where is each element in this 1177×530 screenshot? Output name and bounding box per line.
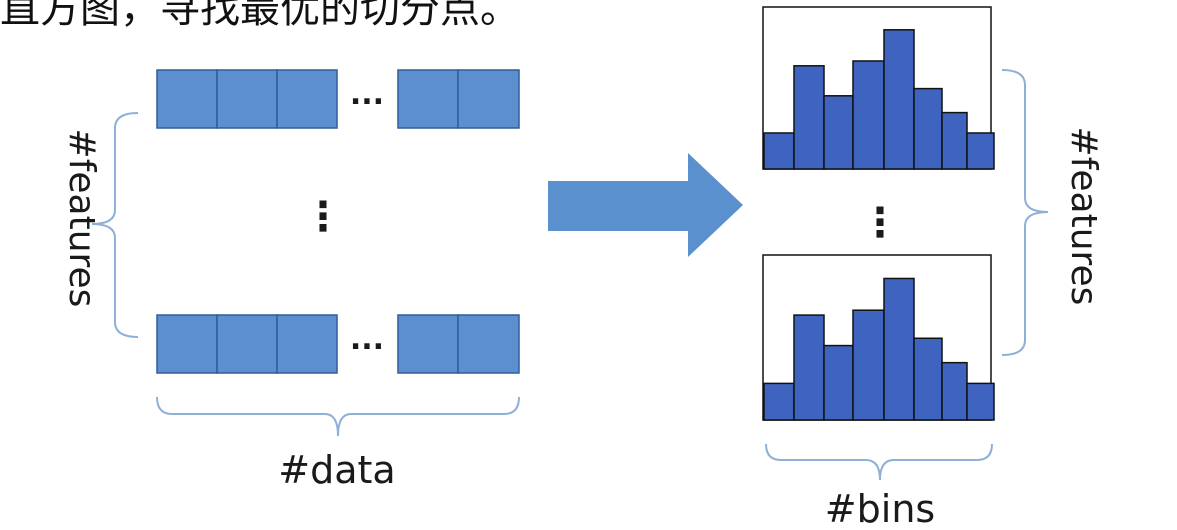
histogram-bar	[966, 132, 995, 170]
left-features-label: #features	[61, 129, 102, 308]
histogram-bar	[941, 361, 968, 421]
data-bracket	[156, 396, 520, 437]
histogram-bar	[852, 60, 885, 170]
data-label: #data	[278, 448, 395, 492]
data-cell	[216, 314, 278, 374]
row-ellipsis: ...	[350, 322, 384, 357]
feature-row-top: ...	[156, 69, 520, 129]
histogram-bar	[966, 382, 995, 421]
bins-label: #bins	[825, 487, 935, 530]
right-column-ellipsis: ⋮	[860, 200, 900, 246]
data-cell	[457, 314, 520, 374]
histogram-bar	[913, 87, 943, 170]
right-features-bracket	[1001, 69, 1049, 356]
histogram-bar	[852, 309, 885, 421]
histogram-top	[762, 6, 995, 170]
data-cell	[397, 314, 459, 374]
histogram-bar	[763, 382, 795, 421]
histogram-bar	[913, 337, 943, 421]
histogram-bottom	[762, 254, 995, 421]
feature-row-bottom: ...	[156, 314, 520, 374]
top-caption: 直方图，寻找最优的切分点。	[0, 0, 520, 32]
histogram-bar	[883, 29, 915, 170]
data-cell	[457, 69, 520, 129]
right-arrow-icon	[548, 153, 743, 257]
data-cell	[156, 314, 218, 374]
left-features-bracket	[91, 112, 139, 338]
histogram-bar	[763, 132, 795, 170]
bins-bracket	[765, 443, 993, 481]
data-cell	[156, 69, 218, 129]
left-column-ellipsis: ⋮	[303, 194, 343, 240]
histogram-bar	[883, 277, 915, 421]
row-ellipsis: ...	[350, 77, 384, 112]
histogram-bar	[793, 65, 825, 170]
data-cell	[397, 69, 459, 129]
data-cell	[276, 314, 338, 374]
data-cell	[216, 69, 278, 129]
histogram-bar	[793, 314, 825, 421]
histogram-bar	[823, 344, 854, 421]
histogram-bar	[941, 111, 968, 170]
data-cell	[276, 69, 338, 129]
right-features-label: #features	[1063, 127, 1104, 306]
histogram-bar	[823, 95, 854, 170]
